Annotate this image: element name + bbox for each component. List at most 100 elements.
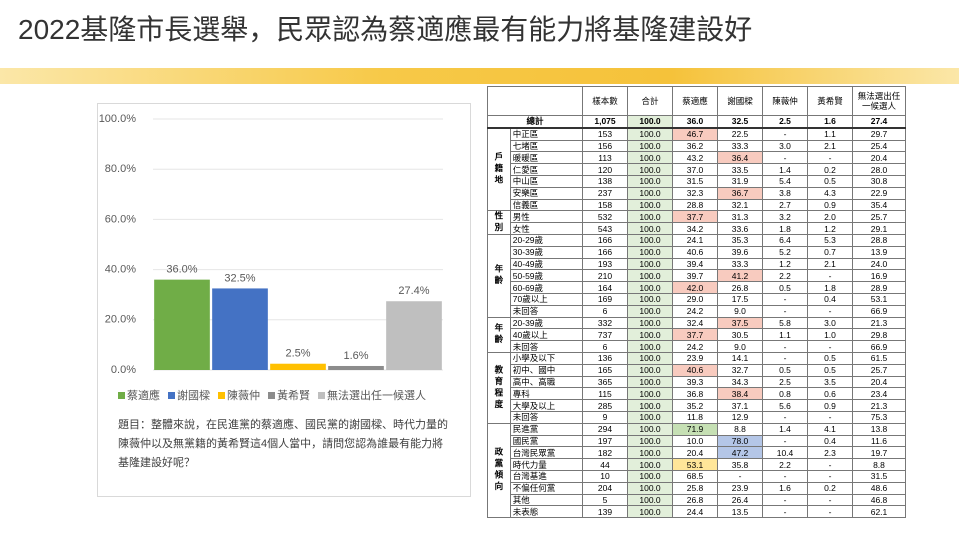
value-label: 27.4% [398, 285, 429, 297]
group-label: 年齡 [487, 233, 511, 318]
data-row: 時代力量 44 100.0 53.1 35.8 2.2-8.8 [488, 458, 906, 471]
cell: 20.4 [852, 151, 906, 165]
cell: 62.1 [852, 505, 906, 519]
cell: 6 [582, 340, 628, 353]
cell: 10 [582, 469, 628, 483]
cell: 35.4 [852, 198, 906, 212]
cell: 210 [582, 269, 628, 283]
data-row: 初中、國中 165 100.0 40.6 32.7 0.5 0.5 25.7 [488, 363, 906, 377]
row-label: 未回答 [509, 304, 584, 318]
cell: 22.9 [852, 186, 906, 200]
y-tick-label: 20.0% [105, 314, 136, 326]
data-row: 70歲以上 169 100.0 29.0 17.5-0.4 53.1 [488, 292, 906, 306]
cell: - [762, 351, 808, 365]
cell: 29.8 [852, 328, 906, 342]
cell: - [762, 127, 808, 141]
cell: - [762, 151, 808, 165]
cell: 37.5 [717, 316, 763, 330]
accent-band [0, 68, 959, 84]
legend-swatch [168, 392, 175, 399]
data-row: 50-59歲 210 100.0 39.7 41.2 2.2-16.9 [488, 269, 906, 283]
cell: 21.3 [852, 399, 906, 412]
data-row: 40-49歲 193 100.0 39.4 33.3 1.2 2.1 24.0 [488, 257, 906, 271]
group-label: 教育程度 [487, 351, 511, 424]
cell: 100.0 [627, 304, 673, 318]
cell: 2.7 [762, 198, 808, 212]
cell: 100.0 [627, 387, 673, 401]
cell: 47.2 [717, 446, 763, 460]
cell: 39.6 [717, 245, 763, 259]
data-row: 暖暖區 113 100.0 43.2 36.4- -20.4 [488, 151, 906, 165]
cell: 138 [582, 174, 628, 188]
row-label: 大學及以上 [509, 399, 584, 412]
cell: - [807, 410, 853, 424]
cell: 42.0 [672, 281, 718, 294]
cell: 115 [582, 387, 628, 401]
cell: 25.4 [852, 139, 906, 153]
cell: 48.6 [852, 481, 906, 495]
cell: 166 [582, 233, 628, 247]
legend-swatch [268, 392, 275, 399]
cell: 26.4 [717, 493, 763, 507]
cell: - [762, 340, 808, 353]
cell: 153 [582, 127, 628, 141]
cell: - [762, 410, 808, 424]
cell: 34.3 [717, 375, 763, 389]
cell: 0.2 [807, 481, 853, 495]
data-row: 信義區 158 100.0 28.8 32.1 2.7 0.9 35.4 [488, 198, 906, 212]
cell: 100.0 [627, 281, 673, 294]
cell: 36.2 [672, 139, 718, 153]
data-row: 未回答 9 100.0 11.8 12.9- -75.3 [488, 410, 906, 424]
data-row: 未表態 139 100.0 24.4 13.5- -62.1 [488, 505, 906, 519]
row-label: 50-59歲 [509, 269, 584, 283]
cell: 100.0 [627, 469, 673, 483]
cell: 13.9 [852, 245, 906, 259]
row-label: 30-39歲 [509, 245, 584, 259]
cell: 0.7 [807, 245, 853, 259]
row-label: 台灣基進 [509, 469, 584, 483]
data-row: 國民黨 197 100.0 10.0 78.0-0.4 11.6 [488, 434, 906, 448]
data-row: 七堵區 156 100.0 36.2 33.3 3.0 2.1 25.4 [488, 139, 906, 153]
cell: 182 [582, 446, 628, 460]
cell: - [762, 292, 808, 306]
cell: 13.8 [852, 422, 906, 436]
data-row: 教育程度 小學及以下 136 100.0 23.9 14.1-0.5 61.5 [487, 351, 906, 424]
cell: 0.9 [807, 399, 853, 412]
cell: 8.8 [717, 422, 763, 436]
bar [386, 301, 442, 370]
cell: 68.5 [672, 469, 718, 483]
y-tick-label: 100.0% [99, 113, 137, 125]
cell: 100.0 [627, 399, 673, 412]
cell: - [807, 505, 853, 519]
cell: 39.3 [672, 375, 718, 389]
cell: 5.8 [762, 316, 808, 330]
cell: 32.4 [672, 316, 718, 330]
row-label: 時代力量 [509, 458, 584, 471]
cell: 100.0 [627, 174, 673, 188]
cell: 37.7 [672, 210, 718, 224]
data-row: 未回答 6 100.0 24.2 9.0- -66.9 [488, 304, 906, 318]
row-label: 40-49歲 [509, 257, 584, 271]
data-row: 性別 男性 532 100.0 37.7 31.3 3.2 2.0 25.7 [487, 210, 906, 235]
cell: 100.0 [627, 210, 673, 224]
cell: 30.5 [717, 328, 763, 342]
cell: 71.9 [672, 422, 718, 436]
cell: 332 [582, 316, 628, 330]
cell: 14.1 [717, 351, 763, 365]
cell: 3.5 [807, 375, 853, 389]
crosstab: 樣本數 合計 蔡適應 謝國樑 陳薇仲 黃希賢 無法選出任一候選人 總計 1,075 100.0 36… [487, 86, 906, 519]
cell: 100.0 [627, 222, 673, 235]
cell: 164 [582, 281, 628, 294]
cell: 1.1 [807, 127, 853, 141]
row-label: 台灣民眾黨 [509, 446, 584, 460]
legend-label: 陳薇仲 [227, 388, 260, 402]
cell: 100.0 [627, 151, 673, 165]
cell: 9.0 [717, 304, 763, 318]
cell: 100.0 [627, 363, 673, 377]
legend-label: 無法選出任一候選人 [327, 388, 426, 402]
cell: 4.1 [807, 422, 853, 436]
cell: 139 [582, 505, 628, 519]
cell: 19.7 [852, 446, 906, 460]
cell: 0.6 [807, 387, 853, 401]
cell: 33.3 [717, 139, 763, 153]
